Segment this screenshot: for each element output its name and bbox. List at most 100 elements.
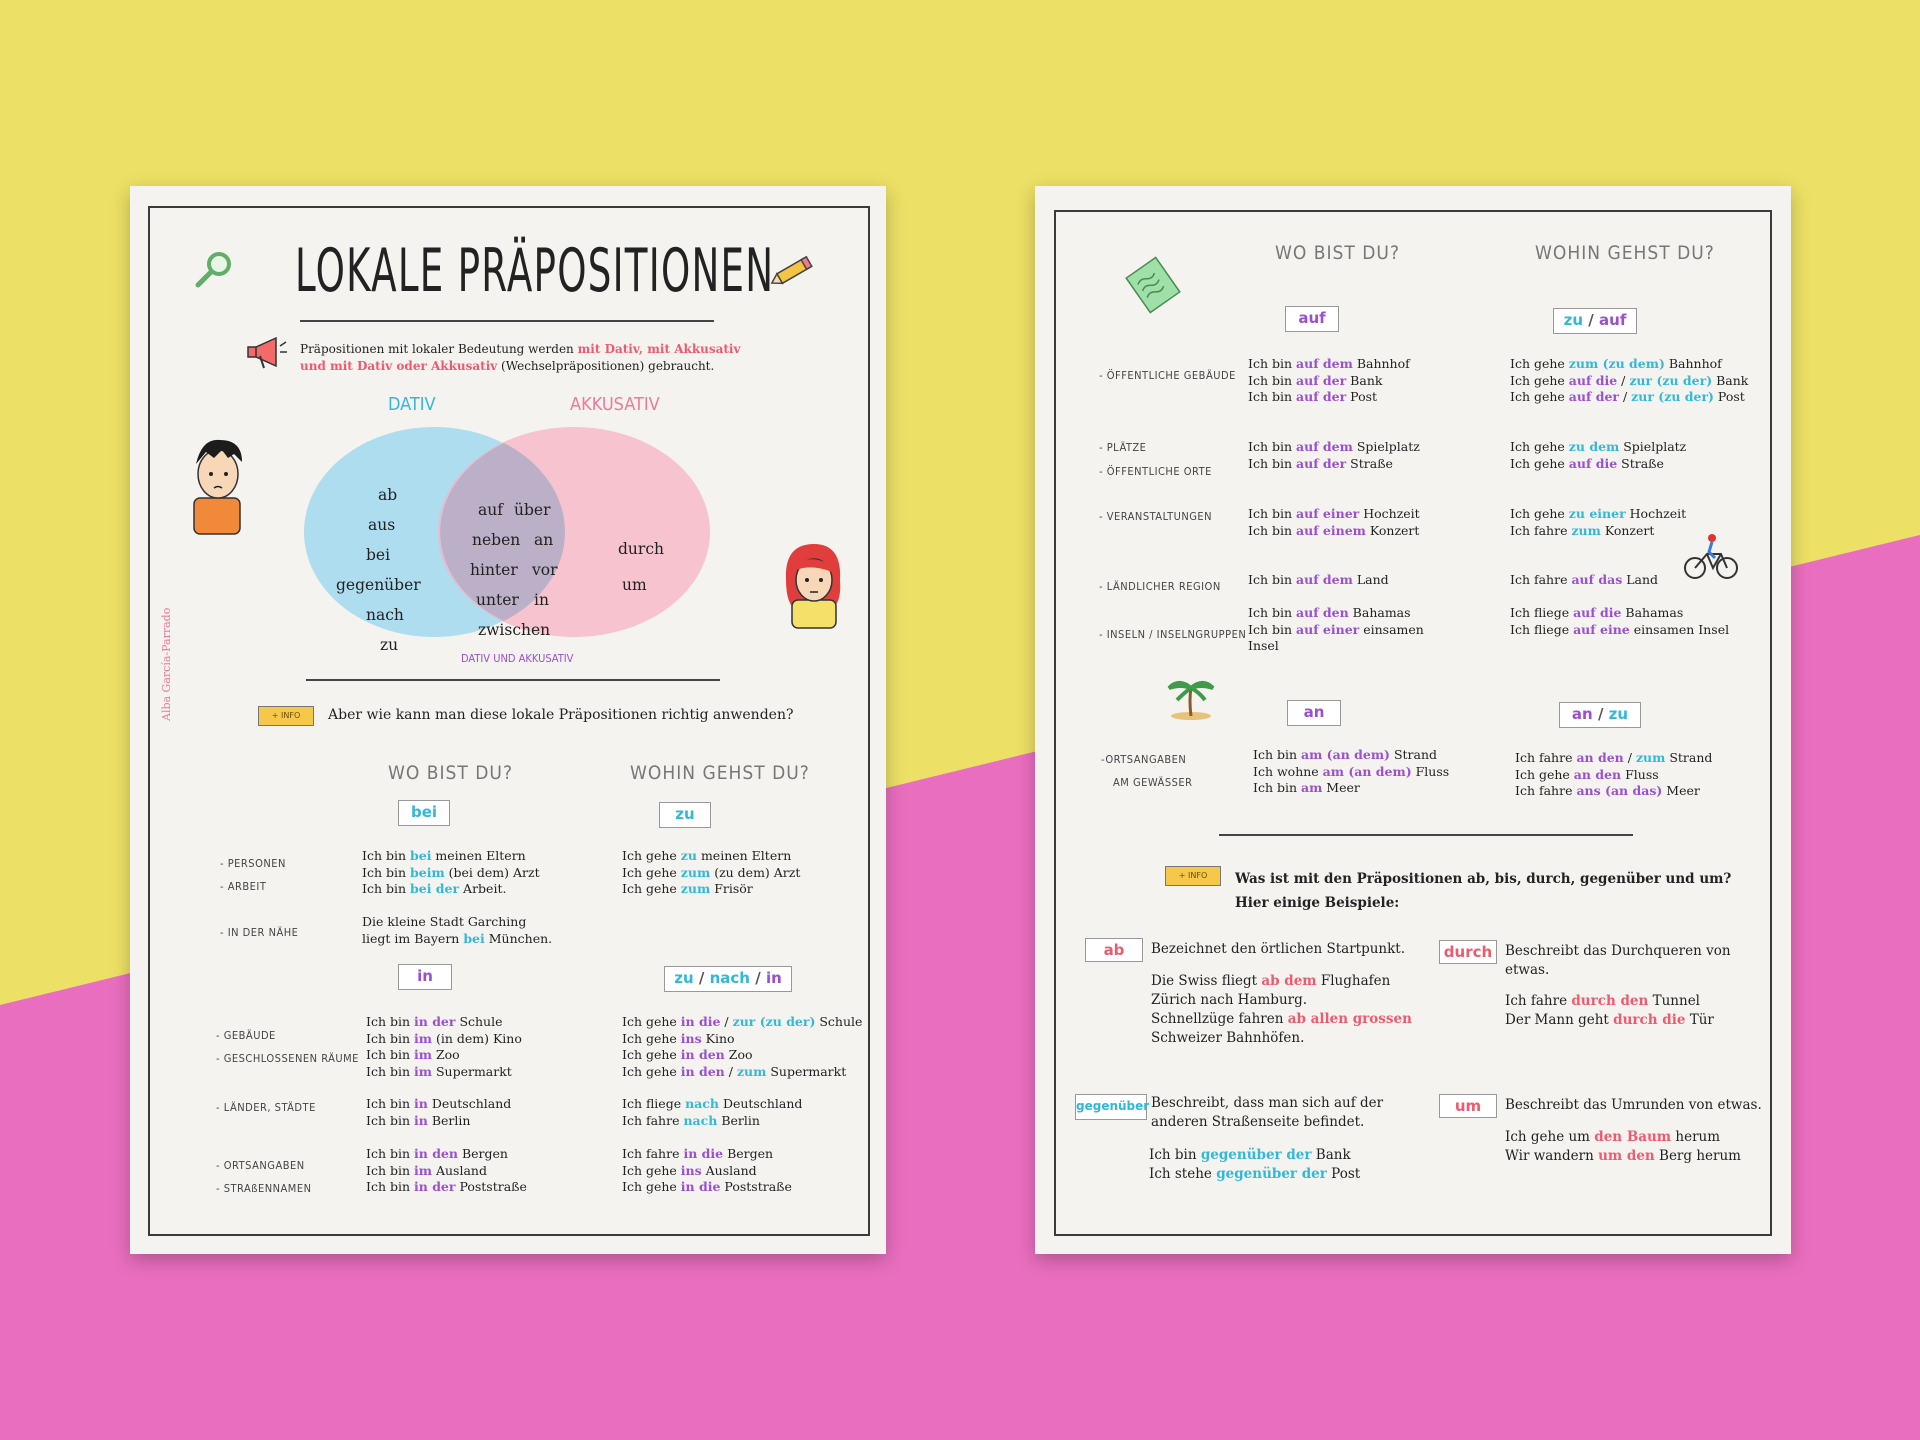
r-cat-veranstaltungen: - VERANSTALTUNGEN xyxy=(1099,510,1213,523)
example-line: Ich bin auf der Straße xyxy=(1248,455,1393,471)
example-line: Ich gehe zum (zu dem) Bahnhof xyxy=(1510,356,1722,371)
example-line: Ich bin auf dem Land xyxy=(1248,572,1389,587)
example-line: Ich bin auf einer Hochzeit xyxy=(1248,506,1420,521)
example-line: Ich gehe in den / zum Supermarkt xyxy=(622,1063,847,1079)
info-question: Aber wie kann man diese lokale Präpositi… xyxy=(328,707,794,723)
example-line: Insel xyxy=(1248,638,1279,653)
um-examples: Ich gehe um den Baum herum Wir wandern um… xyxy=(1505,1128,1741,1166)
um-description: Beschreibt das Umrunden von etwas. xyxy=(1505,1097,1762,1113)
wohin-gehst-du-heading: WOHIN GEHST DU? xyxy=(630,762,810,784)
page-title: LOKALE PRÄPOSITIONEN xyxy=(295,236,775,306)
example-line: Ich fahre in die Bergen xyxy=(622,1146,774,1161)
zuauf-land-examples: Ich fahre auf das Land xyxy=(1510,572,1658,589)
example-line: Ich bin im Zoo xyxy=(366,1047,460,1062)
example-line: etwas. xyxy=(1505,962,1550,978)
example-line: Ich wohne am (an dem) Fluss xyxy=(1253,763,1450,779)
example-line: Schweizer Bahnhöfen. xyxy=(1151,1030,1305,1046)
box-auf: auf xyxy=(1285,306,1339,332)
r-info-tag: + INFO xyxy=(1165,866,1221,886)
example-line: Zürich nach Hamburg. xyxy=(1151,992,1308,1008)
auf-veranstaltungen-examples: Ich bin auf einer Hochzeit Ich bin auf ei… xyxy=(1248,506,1420,539)
r-cat-orte: - ÖFFENTLICHE ORTE xyxy=(1099,465,1212,478)
venn-dativ-word: gegenüber xyxy=(336,576,421,594)
author-credit: Alba García-Parrado xyxy=(160,607,173,721)
example-line: Ich gehe an den Fluss xyxy=(1515,766,1659,782)
example-line: Ich gehe ins Kino xyxy=(622,1030,735,1046)
zuauf-plaetze-examples: Ich gehe zu dem Spielplatz Ich gehe auf d… xyxy=(1510,439,1686,472)
r-cat-laendlich: - LÄNDLICHER REGION xyxy=(1099,580,1221,593)
venn-diagram xyxy=(304,427,710,637)
palm-tree-icon xyxy=(1167,681,1215,720)
venn-both-word: in xyxy=(534,591,549,609)
r-wo-bist-du-heading: WO BIST DU? xyxy=(1275,242,1401,264)
venn-both-word: vor xyxy=(532,561,558,579)
title-underline xyxy=(300,320,714,322)
categories-1: - PERSONEN - ARBEIT - IN DER NÄHE xyxy=(220,857,299,939)
girl-avatar xyxy=(785,544,841,629)
example-line: Ich fliege auf eine einsamen Insel xyxy=(1510,621,1730,637)
example-line: Ich bin bei der Arbeit. xyxy=(362,881,507,896)
box-zu-auf: zu / auf xyxy=(1553,308,1637,334)
r-info-question: Was ist mit den Präpositionen ab, bis, d… xyxy=(1235,871,1732,911)
boy-avatar xyxy=(193,439,242,535)
r-section-divider xyxy=(1219,834,1633,836)
example-line: Ich bin am (an dem) Strand xyxy=(1253,747,1438,762)
an-zu-examples: Ich fahre an den / zum Strand Ich gehe an… xyxy=(1515,750,1712,800)
example-line: Ich fliege nach Deutschland xyxy=(622,1096,803,1111)
example-line: Ich stehe gegenüber der Post xyxy=(1149,1166,1361,1182)
ab-description: Bezeichnet den örtlichen Startpunkt. xyxy=(1151,941,1406,957)
example-line: Schnellzüge fahren ab allen grossen xyxy=(1151,1011,1412,1027)
example-line: Ich bin auf der Bank xyxy=(1248,372,1383,388)
venn-both-word: über xyxy=(514,501,551,519)
r-cat-plaetze: - PLÄTZE xyxy=(1099,441,1147,454)
example-line: Ich gehe auf die / zur (zu der) Bank xyxy=(1510,372,1749,388)
auf-inseln-examples: Ich bin auf den Bahamas Ich bin auf einer… xyxy=(1248,605,1424,655)
venn-both-word: hinter xyxy=(470,561,518,579)
dativ-label: DATIV xyxy=(388,394,436,415)
example-line: Ich gehe um den Baum herum xyxy=(1505,1129,1721,1145)
cyclist-icon xyxy=(1684,534,1738,579)
box-in: in xyxy=(398,964,452,990)
example-line: Ich gehe zu einer Hochzeit xyxy=(1510,506,1687,521)
example-line: Wir wandern um den Berg herum xyxy=(1505,1148,1741,1164)
zu-nach-in-examples: Ich gehe in die / zur (zu der) Schule Ich… xyxy=(622,1014,862,1080)
example-line: Ich gehe zum (zu dem) Arzt xyxy=(622,864,801,880)
example-line: Ich fliege auf die Bahamas xyxy=(1510,605,1684,620)
box-an-zu: an / zu xyxy=(1559,702,1641,728)
zuauf-veranstaltungen-examples: Ich gehe zu einer Hochzeit Ich fahre zum … xyxy=(1510,506,1686,539)
auf-gebaeude-examples: Ich bin auf dem Bahnhof Ich bin auf der B… xyxy=(1248,356,1410,406)
durch-description: Beschreibt das Durchqueren von etwas. xyxy=(1505,942,1731,980)
auf-plaetze-examples: Ich bin auf dem Spielplatz Ich bin auf de… xyxy=(1248,439,1420,472)
section-divider xyxy=(306,679,720,681)
box-gegenueber: gegenüber xyxy=(1075,1094,1149,1120)
venn-akkusativ-word: durch xyxy=(618,540,664,558)
venn-dativ-word: aus xyxy=(368,516,396,534)
example-line: Ich bin bei meinen Eltern xyxy=(362,848,526,863)
example-line: Ich fahre an den / zum Strand xyxy=(1515,750,1713,765)
venn-both-word: an xyxy=(534,531,554,549)
right-worksheet: WO BIST DU? WOHIN GEHST DU? auf zu / auf… xyxy=(1035,186,1791,1254)
venn-both-word: zwischen xyxy=(478,621,551,639)
example-line: Die Swiss fliegt ab dem Flughafen xyxy=(1151,973,1391,989)
in-examples-3: Ich bin in den Bergen Ich bin im Ausland I… xyxy=(366,1146,527,1196)
ab-examples: Die Swiss fliegt ab dem Flughafen Zürich … xyxy=(1151,972,1412,1048)
example-line: Ich bin beim (bei dem) Arzt xyxy=(362,864,540,880)
both-label: DATIV UND AKKUSATIV xyxy=(461,652,574,665)
example-line: Ich bin in Berlin xyxy=(366,1112,471,1128)
example-line: Ich gehe in die / zur (zu der) Schule xyxy=(622,1014,863,1029)
venn-dativ-word: zu xyxy=(380,636,399,654)
box-zu: zu xyxy=(659,802,711,828)
example-line: Ich gehe in die Poststraße xyxy=(622,1179,792,1194)
in-examples: Ich bin in der Schule Ich bin im (in dem)… xyxy=(366,1014,522,1080)
wo-bist-du-heading: WO BIST DU? xyxy=(388,762,514,784)
example-line: Ich gehe in den Zoo xyxy=(622,1047,753,1062)
example-line: Ich fahre nach Berlin xyxy=(622,1112,760,1128)
r-cat-gewaesser: -ORTSANGABEN AM GEWÄSSER xyxy=(1101,753,1193,789)
info-tag: + INFO xyxy=(258,706,314,726)
megaphone-icon xyxy=(247,336,287,369)
example-line: Ich gehe ins Ausland xyxy=(622,1162,757,1178)
box-bei: bei xyxy=(398,800,450,826)
example-line: Ich bin im Supermarkt xyxy=(366,1063,512,1079)
left-worksheet: LOKALE PRÄPOSITIONEN Präpositionen mit l… xyxy=(130,186,886,1254)
an-examples: Ich bin am (an dem) Strand Ich wohne am (… xyxy=(1253,747,1449,797)
